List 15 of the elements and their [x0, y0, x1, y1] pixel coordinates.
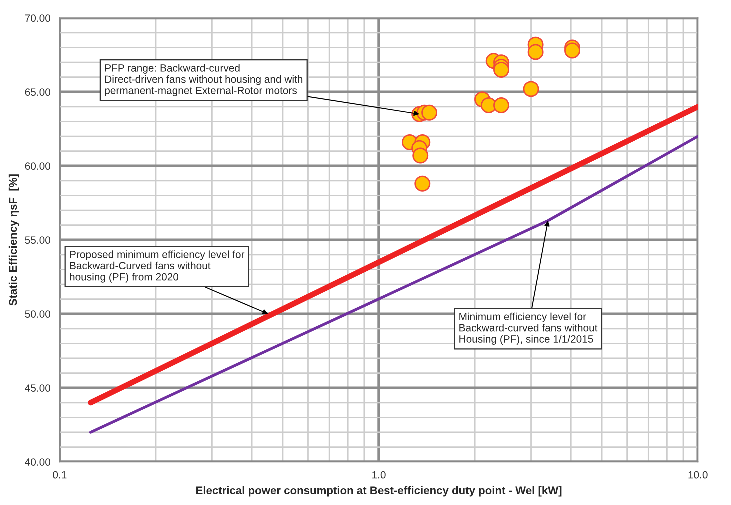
y-tick-label: 45.00 [25, 384, 51, 392]
x-tick-label: 0.1 [53, 471, 67, 479]
y-tick-label: 60.00 [25, 162, 51, 170]
y-axis-title: Static Efficiency ηsF [%] [8, 174, 20, 306]
annotation: PFP range: Backward-curved Direct-driven fans without housing and with permanent-magnet External-Rotor motors [105, 64, 303, 96]
y-tick-label: 40.00 [25, 458, 51, 466]
x-tick-label: 10.0 [688, 471, 708, 479]
y-tick-label: 55.00 [25, 236, 51, 244]
x-axis-title: Electrical power consumption at Best-efficiency duty point - Wel [kW] [196, 486, 562, 497]
y-tick-label: 70.00 [25, 14, 51, 22]
annotation: Minimum efficiency level for Backward-curved fans without Housing (PF), since 1/1/2015 [460, 312, 598, 345]
y-tick-label: 50.00 [25, 310, 51, 318]
annotation: Proposed minimum efficiency level for Backward-Curved fans without housing (PF) from 2020 [70, 250, 245, 283]
x-tick-label: 1.0 [372, 471, 386, 479]
y-tick-label: 65.00 [25, 88, 51, 96]
